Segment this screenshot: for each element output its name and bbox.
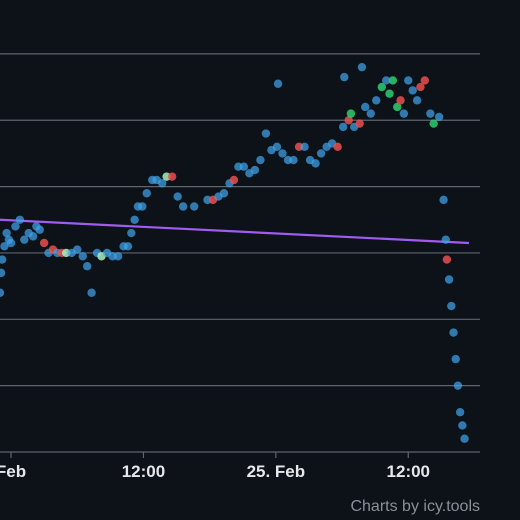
data-point	[2, 228, 11, 238]
data-point	[316, 149, 326, 158]
data-point	[138, 202, 147, 211]
data-point	[123, 242, 133, 251]
data-point	[429, 119, 438, 128]
data-point	[455, 407, 465, 417]
data-point	[333, 142, 342, 151]
data-point	[382, 76, 391, 85]
data-point	[416, 82, 425, 92]
data-point	[272, 142, 282, 151]
data-point	[412, 96, 422, 105]
data-point	[396, 96, 405, 105]
data-point	[28, 232, 38, 241]
data-point	[0, 255, 7, 264]
x-tick-label: Feb	[0, 462, 26, 481]
data-point	[311, 159, 320, 168]
data-point	[0, 242, 9, 251]
data-point	[441, 235, 450, 244]
x-tick-label: 12:00	[387, 462, 430, 481]
data-point	[87, 288, 96, 297]
data-point	[449, 328, 458, 337]
data-point	[130, 215, 139, 224]
data-point	[20, 235, 29, 244]
data-point	[6, 238, 16, 248]
data-point	[357, 62, 367, 72]
data-point	[444, 275, 454, 284]
data-point	[408, 86, 417, 95]
data-point	[377, 82, 386, 92]
points-layer	[0, 62, 469, 443]
data-point	[338, 122, 348, 132]
data-point	[35, 225, 44, 234]
trend-layer	[0, 218, 470, 245]
data-point	[229, 175, 239, 185]
x-axis: Feb 12:00 25. Feb 12:00	[0, 452, 430, 481]
data-point	[256, 155, 265, 165]
data-point	[78, 252, 87, 261]
trend-line	[0, 218, 470, 245]
grid	[0, 53, 480, 453]
data-point	[239, 162, 249, 171]
data-point	[442, 255, 452, 264]
data-point	[0, 268, 6, 278]
data-point	[399, 109, 409, 118]
data-point	[39, 238, 49, 248]
data-point	[451, 354, 460, 364]
x-tick-label: 12:00	[122, 462, 165, 481]
data-point	[361, 102, 370, 112]
data-point	[219, 189, 229, 198]
data-point	[434, 112, 444, 122]
data-point	[73, 245, 82, 254]
data-point	[366, 109, 375, 118]
data-point	[393, 102, 402, 112]
data-point	[420, 76, 430, 85]
data-point	[261, 129, 271, 138]
data-point	[355, 119, 364, 128]
data-point	[278, 149, 287, 158]
data-point	[372, 96, 381, 105]
data-point	[340, 72, 349, 82]
data-point	[173, 192, 182, 201]
data-point	[447, 301, 456, 311]
data-point	[289, 155, 298, 165]
data-point	[300, 142, 309, 151]
x-tick-label: 25. Feb	[247, 462, 306, 481]
data-point	[142, 189, 151, 198]
data-point	[404, 76, 413, 85]
data-point	[385, 89, 394, 98]
data-point	[458, 421, 467, 430]
data-point	[82, 262, 92, 271]
data-point	[273, 79, 283, 88]
data-point	[250, 165, 260, 175]
data-point	[0, 288, 5, 297]
data-point	[113, 252, 123, 261]
data-point	[178, 202, 188, 211]
data-point	[460, 434, 469, 443]
data-point	[346, 109, 356, 118]
data-point	[190, 202, 199, 211]
data-point	[439, 195, 448, 205]
data-point	[344, 116, 353, 125]
data-point	[388, 76, 398, 85]
data-point	[15, 215, 25, 224]
data-point	[158, 179, 167, 188]
data-point	[453, 381, 463, 390]
data-point	[167, 172, 177, 181]
data-point	[127, 228, 136, 238]
data-point	[11, 222, 20, 231]
chart-credit: Charts by icy.tools	[350, 498, 480, 515]
data-point	[426, 109, 435, 118]
